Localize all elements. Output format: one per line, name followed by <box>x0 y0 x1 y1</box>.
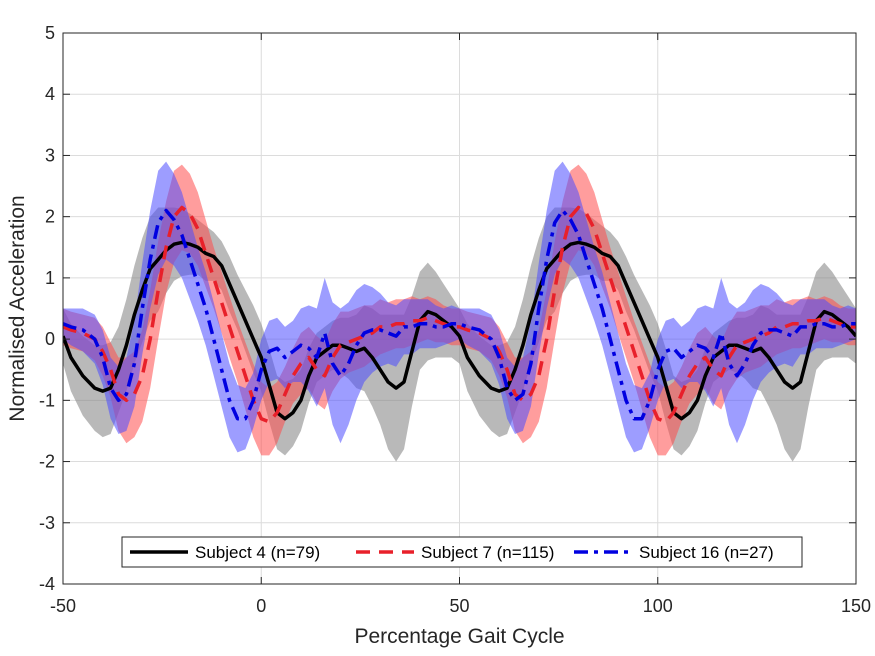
x-tick-label: -50 <box>50 596 76 616</box>
x-tick-label: 0 <box>256 596 266 616</box>
y-tick-label: -2 <box>39 452 55 472</box>
legend-label-series-3: Subject 16 (n=27) <box>639 543 774 562</box>
x-tick-label: 100 <box>643 596 673 616</box>
y-tick-label: 5 <box>45 23 55 43</box>
x-tick-label: 150 <box>841 596 871 616</box>
legend-label-series-2: Subject 7 (n=115) <box>421 543 554 562</box>
y-tick-label: 1 <box>45 268 55 288</box>
x-axis-label: Percentage Gait Cycle <box>354 625 564 648</box>
y-tick-label: -4 <box>39 574 55 594</box>
sd-band-series-3 <box>63 161 856 453</box>
axis-ticks: -50 0 50 100 150 -4 -3 -2 -1 0 1 2 3 4 5 <box>39 23 871 616</box>
x-tick-label: 50 <box>449 596 469 616</box>
mean-lines <box>63 205 856 424</box>
legend-box <box>121 536 803 568</box>
y-tick-label: 4 <box>45 84 55 104</box>
y-tick-label: -1 <box>39 390 55 410</box>
y-tick-label: -3 <box>39 513 55 533</box>
legend: Subject 4 (n=79) Subject 7 (n=115) Subject… <box>121 536 803 568</box>
y-tick-label: 2 <box>45 207 55 227</box>
y-tick-label: 3 <box>45 145 55 165</box>
y-axis-label: Normalised Acceleration <box>6 195 29 421</box>
y-tick-label: 0 <box>45 329 55 349</box>
legend-label-series-1: Subject 4 (n=79) <box>195 543 320 562</box>
mean-line-series-3 <box>63 208 856 421</box>
mean-line-series-2 <box>63 205 856 424</box>
